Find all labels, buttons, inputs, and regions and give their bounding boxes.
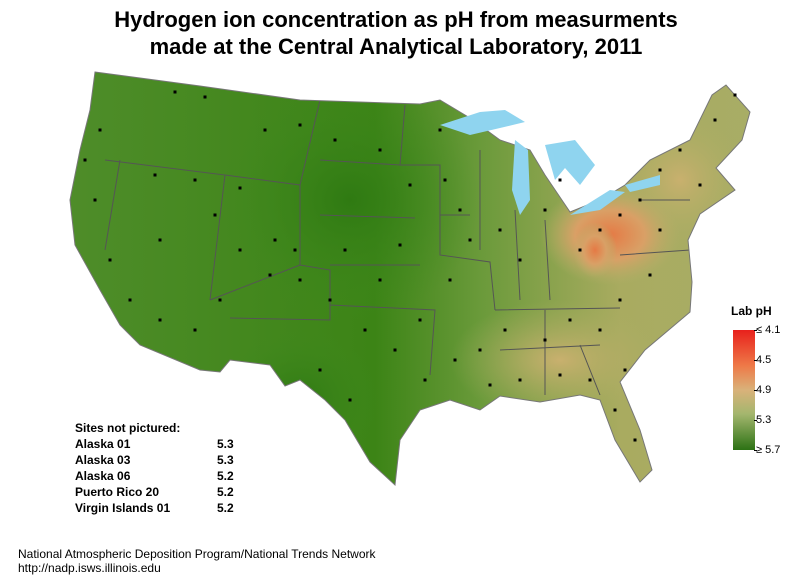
- site-marker: [343, 248, 347, 252]
- footer: National Atmospheric Deposition Program/…: [18, 547, 376, 575]
- site-marker: [158, 238, 162, 242]
- site-marker: [238, 248, 242, 252]
- site-marker: [128, 298, 132, 302]
- site-marker: [363, 328, 367, 332]
- site-marker: [333, 138, 337, 142]
- site-marker: [193, 178, 197, 182]
- site-marker: [518, 258, 522, 262]
- site-marker: [83, 158, 87, 162]
- site-row: Puerto Rico 20 5.2: [75, 485, 234, 499]
- site-marker: [438, 128, 442, 132]
- site-marker: [618, 213, 622, 217]
- sites-heading: Sites not pictured:: [75, 421, 181, 435]
- site-marker: [618, 298, 622, 302]
- site-marker: [458, 208, 462, 212]
- site-marker: [378, 278, 382, 282]
- site-marker: [478, 348, 482, 352]
- site-marker: [408, 183, 412, 187]
- legend-tick: 5.3: [753, 414, 772, 426]
- site-marker: [378, 148, 382, 152]
- legend-tick: ≥ 5.7: [753, 444, 781, 456]
- legend-tick: 4.5: [753, 354, 772, 366]
- site-marker: [263, 128, 267, 132]
- footer-url: http://nadp.isws.illinois.edu: [18, 561, 161, 575]
- site-marker: [658, 168, 662, 172]
- site-marker: [293, 248, 297, 252]
- map-title: Hydrogen ion concentration as pH from me…: [0, 6, 792, 60]
- site-marker: [598, 328, 602, 332]
- site-marker: [543, 208, 547, 212]
- site-marker: [93, 198, 97, 202]
- title-line-2: made at the Central Analytical Laborator…: [149, 34, 643, 59]
- site-row: Alaska 06 5.2: [75, 469, 234, 483]
- site-marker: [678, 148, 682, 152]
- site-marker: [468, 238, 472, 242]
- site-marker: [638, 198, 642, 202]
- site-marker: [108, 258, 112, 262]
- site-row: Alaska 03 5.3: [75, 453, 234, 467]
- site-marker: [193, 328, 197, 332]
- site-marker: [298, 278, 302, 282]
- site-marker: [598, 228, 602, 232]
- site-marker: [568, 318, 572, 322]
- site-marker: [503, 328, 507, 332]
- site-marker: [328, 298, 332, 302]
- legend-tick: ≤ 4.1: [753, 324, 781, 336]
- site-marker: [558, 178, 562, 182]
- site-marker: [733, 93, 737, 97]
- site-marker: [713, 118, 717, 122]
- site-marker: [423, 378, 427, 382]
- site-marker: [158, 318, 162, 322]
- site-marker: [698, 183, 702, 187]
- site-marker: [153, 173, 157, 177]
- site-marker: [218, 298, 222, 302]
- site-marker: [613, 408, 617, 412]
- sites-not-pictured: Sites not pictured: Alaska 01 5.3 Alaska …: [75, 420, 234, 516]
- site-marker: [393, 348, 397, 352]
- site-marker: [648, 273, 652, 277]
- site-row: Virgin Islands 01 5.2: [75, 501, 234, 515]
- site-marker: [268, 273, 272, 277]
- site-marker: [398, 243, 402, 247]
- site-marker: [238, 186, 242, 190]
- site-marker: [588, 378, 592, 382]
- site-marker: [98, 128, 102, 132]
- site-marker: [578, 248, 582, 252]
- site-marker: [443, 178, 447, 182]
- site-markers: [83, 90, 737, 442]
- site-marker: [418, 318, 422, 322]
- site-marker: [203, 95, 207, 99]
- legend-title: Lab pH: [731, 304, 772, 318]
- site-marker: [658, 228, 662, 232]
- site-marker: [543, 338, 547, 342]
- site-marker: [173, 90, 177, 94]
- site-marker: [348, 398, 352, 402]
- state-borders: [104, 99, 691, 396]
- site-marker: [213, 213, 217, 217]
- footer-org: National Atmospheric Deposition Program/…: [18, 547, 376, 561]
- site-marker: [318, 368, 322, 372]
- legend-color-bar: [733, 330, 755, 450]
- site-row: Alaska 01 5.3: [75, 437, 234, 451]
- site-marker: [453, 358, 457, 362]
- site-marker: [558, 373, 562, 377]
- title-line-1: Hydrogen ion concentration as pH from me…: [114, 7, 678, 32]
- site-marker: [498, 228, 502, 232]
- great-lakes: [440, 110, 660, 215]
- legend-tick: 4.9: [753, 384, 772, 396]
- site-marker: [488, 383, 492, 387]
- site-marker: [298, 123, 302, 127]
- site-marker: [448, 278, 452, 282]
- site-marker: [518, 378, 522, 382]
- site-marker: [633, 438, 637, 442]
- site-marker: [623, 368, 627, 372]
- site-marker: [273, 238, 277, 242]
